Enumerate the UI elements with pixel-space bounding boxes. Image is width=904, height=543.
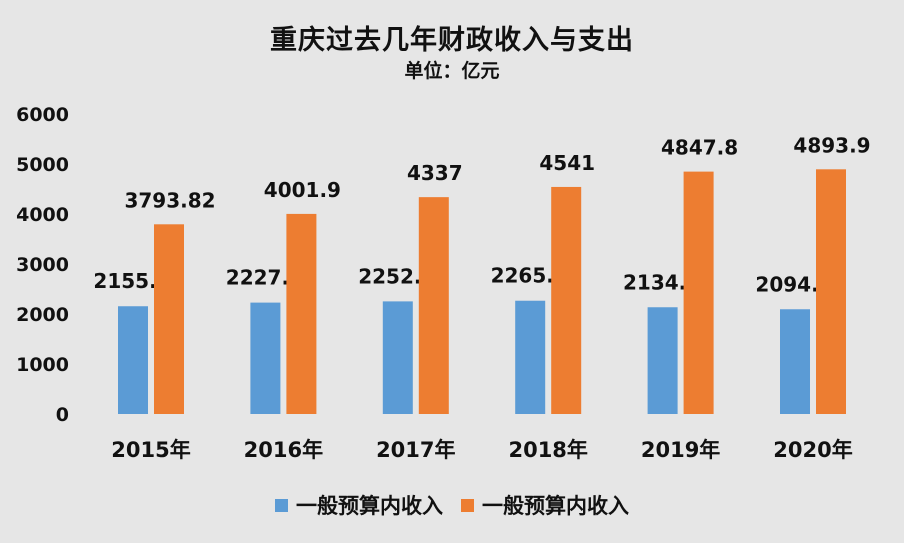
- chart-subtitle: 单位：亿元: [404, 60, 500, 82]
- x-tick-label: 2019年: [641, 438, 720, 462]
- legend-item-series-1: 一般预算内收入: [275, 490, 443, 520]
- data-label-series-2: 3793.82: [124, 188, 215, 212]
- x-tick-label: 2020年: [773, 438, 852, 462]
- bar-series-2: [418, 197, 449, 414]
- data-label-series-2: 4541: [539, 151, 595, 175]
- y-tick-label: 6000: [16, 104, 69, 126]
- data-label-series-2: 4893.9: [793, 133, 870, 157]
- y-tick-label: 2000: [16, 304, 69, 326]
- bar-series-1: [647, 307, 678, 414]
- bar-series-1: [118, 306, 148, 414]
- bar-series-2: [154, 224, 184, 414]
- y-tick-label: 4000: [16, 204, 69, 226]
- bar-series-1: [780, 309, 810, 414]
- data-label-series-2: 4847.8: [661, 136, 738, 160]
- x-tick-label: 2016年: [244, 438, 323, 462]
- chart-title: 重庆过去几年财政收入与支出: [270, 25, 634, 56]
- x-tick-label: 2017年: [376, 438, 455, 462]
- legend: 一般预算内收入 一般预算内收入: [0, 490, 904, 520]
- y-tick-label: 3000: [16, 254, 69, 276]
- x-tick-label: 2015年: [111, 438, 190, 462]
- legend-label-series-2: 一般预算内收入: [482, 494, 629, 518]
- bar-series-1: [382, 301, 413, 414]
- bar-series-1: [515, 300, 546, 414]
- legend-item-series-2: 一般预算内收入: [461, 490, 629, 520]
- y-tick-label: 5000: [16, 154, 69, 176]
- y-tick-label: 0: [56, 404, 69, 426]
- bar-series-2: [683, 171, 714, 414]
- bar-series-2: [551, 186, 582, 414]
- data-label-series-2: 4337: [407, 161, 463, 185]
- bar-series-2: [286, 213, 317, 414]
- legend-swatch-series-2: [461, 498, 474, 512]
- bar-series-2: [816, 169, 846, 414]
- bar-series-1: [250, 302, 281, 414]
- y-tick-label: 1000: [16, 354, 69, 376]
- legend-swatch-series-1: [275, 498, 288, 512]
- legend-label-series-1: 一般预算内收入: [296, 494, 443, 518]
- data-label-series-2: 4001.9: [264, 178, 341, 202]
- x-tick-label: 2018年: [508, 438, 587, 462]
